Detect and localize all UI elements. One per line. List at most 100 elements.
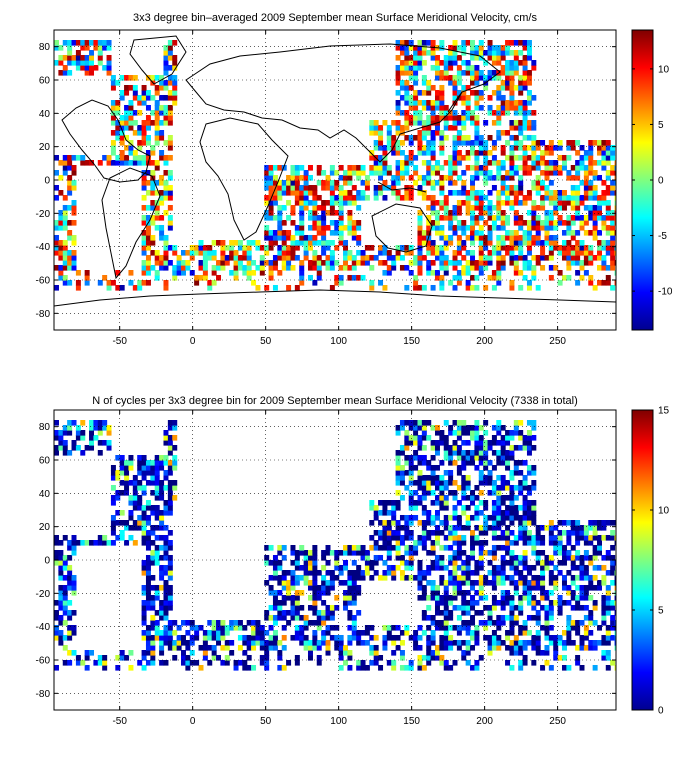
- data-bin: [154, 260, 160, 266]
- data-bin: [588, 190, 594, 196]
- data-bin: [518, 595, 524, 601]
- data-bin: [137, 155, 143, 161]
- data-bin: [303, 620, 309, 626]
- data-bin: [496, 490, 502, 496]
- data-bin: [54, 155, 59, 161]
- data-bin: [264, 580, 270, 586]
- data-bin: [364, 640, 370, 646]
- data-bin: [421, 180, 427, 186]
- data-bin: [478, 555, 484, 561]
- data-bin: [264, 180, 270, 186]
- data-bin: [124, 460, 130, 466]
- data-bin: [426, 265, 432, 271]
- data-bin: [456, 425, 462, 431]
- data-bin: [443, 55, 449, 61]
- data-bin: [408, 455, 414, 461]
- data-bin: [483, 635, 489, 641]
- data-bin: [299, 545, 305, 551]
- data-bin: [553, 225, 559, 231]
- data-bin: [461, 605, 467, 611]
- data-bin: [448, 45, 454, 51]
- data-bin: [597, 250, 602, 256]
- data-bin: [404, 515, 410, 521]
- data-bin: [583, 175, 589, 181]
- data-bin: [316, 195, 322, 201]
- data-bin: [570, 230, 576, 236]
- data-bin: [356, 165, 362, 171]
- data-bin: [124, 490, 130, 496]
- data-bin: [382, 260, 388, 266]
- data-bin: [347, 610, 353, 616]
- data-bin: [290, 185, 296, 191]
- data-bin: [535, 235, 541, 241]
- data-bin: [286, 660, 292, 666]
- data-bin: [553, 635, 559, 641]
- data-bin: [272, 195, 278, 201]
- data-bin: [614, 160, 616, 166]
- data-bin: [154, 585, 160, 591]
- data-bin: [67, 220, 73, 226]
- data-bin: [448, 180, 454, 186]
- data-bin: [167, 65, 173, 71]
- data-bin: [544, 555, 550, 561]
- data-bin: [150, 660, 156, 666]
- data-bin: [159, 660, 165, 666]
- data-bin: [167, 155, 173, 161]
- y-tick-label: 80: [39, 42, 51, 53]
- data-bin: [229, 250, 235, 256]
- data-bin: [347, 615, 353, 621]
- data-bin: [163, 185, 169, 191]
- data-bin: [316, 275, 322, 281]
- data-bin: [290, 220, 296, 226]
- data-bin: [399, 535, 405, 541]
- data-bin: [299, 190, 305, 196]
- data-bin: [597, 625, 602, 631]
- data-bin: [347, 255, 353, 261]
- data-bin: [491, 500, 497, 506]
- data-bin: [198, 240, 204, 246]
- data-bin: [439, 235, 445, 241]
- data-bin: [150, 215, 156, 221]
- data-bin: [399, 560, 405, 566]
- data-bin: [395, 505, 401, 511]
- data-bin: [338, 200, 344, 206]
- data-bin: [382, 560, 388, 566]
- data-bin: [202, 265, 208, 271]
- data-bin: [163, 70, 169, 76]
- data-bin: [115, 105, 121, 111]
- data-bin: [470, 500, 476, 506]
- data-bin: [417, 655, 423, 661]
- data-bin: [421, 75, 427, 81]
- data-bin: [474, 425, 480, 431]
- data-bin: [535, 180, 541, 186]
- data-bin: [189, 255, 195, 261]
- data-bin: [439, 230, 445, 236]
- data-bin: [474, 660, 480, 666]
- data-bin: [557, 200, 563, 206]
- data-bin: [229, 625, 235, 631]
- data-bin: [579, 145, 585, 151]
- data-bin: [474, 640, 480, 646]
- data-bin: [321, 575, 327, 581]
- data-bin: [487, 620, 493, 626]
- data-bin: [84, 270, 90, 276]
- data-bin: [343, 250, 349, 256]
- data-bin: [128, 105, 134, 111]
- data-bin: [496, 265, 502, 271]
- data-bin: [347, 195, 353, 201]
- data-bin: [343, 645, 349, 651]
- data-bin: [159, 110, 165, 116]
- data-bin: [518, 640, 524, 646]
- data-bin: [496, 270, 502, 276]
- data-bin: [483, 85, 489, 91]
- data-bin: [430, 620, 436, 626]
- data-bin: [614, 630, 616, 636]
- data-bin: [505, 660, 511, 666]
- data-bin: [58, 240, 64, 246]
- data-bin: [592, 220, 598, 226]
- data-bin: [561, 530, 567, 536]
- data-bin: [439, 490, 445, 496]
- data-bin: [465, 270, 471, 276]
- data-bin: [150, 605, 156, 611]
- data-bin: [80, 540, 86, 546]
